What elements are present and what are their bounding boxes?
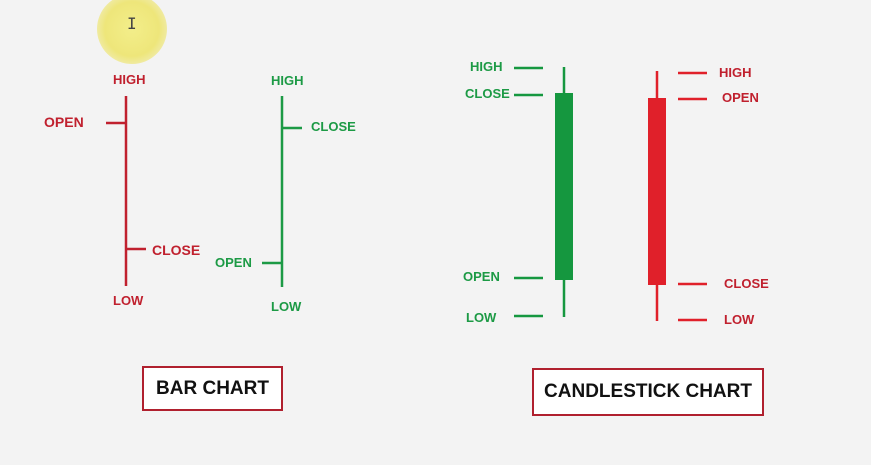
candle-bearish-close-label: CLOSE bbox=[724, 276, 769, 291]
candle-bullish-body bbox=[555, 93, 573, 280]
bar-chart-title: BAR CHART bbox=[156, 377, 269, 399]
bar-bullish-low-label: LOW bbox=[271, 299, 302, 314]
bar-bullish-close-label: CLOSE bbox=[311, 119, 356, 134]
bar-chart-title-box: BAR CHART bbox=[142, 366, 283, 411]
bar-bullish-high-label: HIGH bbox=[271, 73, 304, 88]
candle-bullish-open-label: OPEN bbox=[463, 269, 500, 284]
candle-bullish-high-label: HIGH bbox=[470, 59, 503, 74]
candle-bearish-low-label: LOW bbox=[724, 312, 755, 327]
candle-bearish-high-label: HIGH bbox=[719, 65, 752, 80]
candle-bullish-close-label: CLOSE bbox=[465, 86, 510, 101]
candle-bearish-body bbox=[648, 98, 666, 285]
text-cursor-icon: I bbox=[127, 14, 137, 33]
candle-bearish-open-label: OPEN bbox=[722, 90, 759, 105]
bar-bearish-low-label: LOW bbox=[113, 293, 144, 308]
bar-bearish-close-label: CLOSE bbox=[152, 242, 201, 258]
candle-bullish-low-label: LOW bbox=[466, 310, 497, 325]
candlestick-chart-title: CANDLESTICK CHART bbox=[544, 381, 752, 402]
bar-bearish-open-label: OPEN bbox=[44, 114, 84, 130]
candlestick-chart-title-box: CANDLESTICK CHART bbox=[532, 368, 764, 416]
cursor-highlight bbox=[97, 0, 167, 64]
bar-bearish-high-label: HIGH bbox=[113, 72, 146, 87]
bar-bullish-open-label: OPEN bbox=[215, 255, 252, 270]
